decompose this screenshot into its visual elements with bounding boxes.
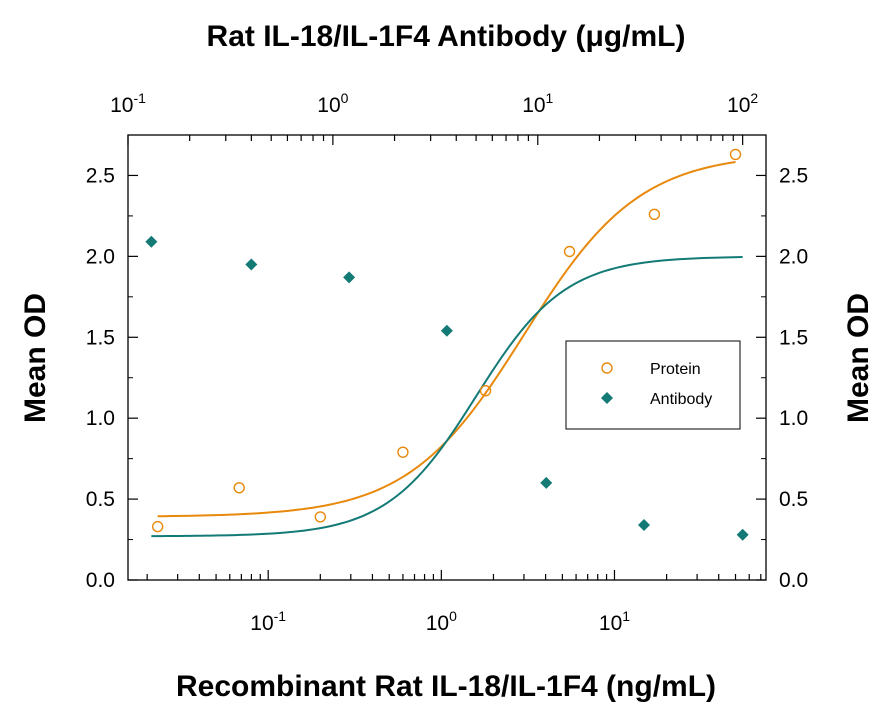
data-point-protein bbox=[479, 384, 492, 397]
y-axis-tick-label-right: 1.5 bbox=[779, 326, 808, 349]
data-point-antibody bbox=[145, 235, 158, 248]
top-axis-tick-label: 100 bbox=[317, 90, 348, 117]
legend: Protein Antibody bbox=[565, 340, 741, 430]
axes: 10-1 100 101 10-1 100 101 102 0.0 0.0 0.5 0.5 1.0 1.… bbox=[86, 90, 808, 635]
data-points bbox=[145, 148, 749, 541]
bottom-axis-tick-label: 10-1 bbox=[250, 608, 286, 635]
legend-protein-label: Protein bbox=[650, 361, 701, 378]
y-axis-tick-label-left: 0.0 bbox=[86, 569, 115, 592]
bottom-axis-tick-label: 101 bbox=[599, 608, 630, 635]
data-point-protein bbox=[729, 148, 742, 161]
y-axis-tick-label-right: 2.5 bbox=[779, 164, 808, 187]
data-point-antibody bbox=[343, 271, 356, 284]
data-point-protein bbox=[314, 511, 327, 523]
y-axis-tick-label-left: 1.5 bbox=[86, 326, 115, 349]
data-point-protein bbox=[151, 520, 164, 533]
legend-antibody-label: Antibody bbox=[650, 391, 712, 408]
x-axis-title: Recombinant Rat IL-18/IL-1F4 (ng/mL) bbox=[176, 670, 716, 703]
data-point-antibody bbox=[245, 258, 258, 271]
data-point-protein bbox=[397, 446, 409, 458]
data-point-antibody bbox=[638, 518, 651, 531]
y-axis-tick-label-right: 2.0 bbox=[779, 245, 808, 268]
y-axis-title-right: Mean OD bbox=[842, 293, 875, 423]
plot-frame bbox=[127, 134, 767, 581]
data-point-antibody bbox=[540, 476, 553, 489]
legend-box bbox=[565, 340, 741, 430]
fit-curve-antibody bbox=[151, 256, 743, 538]
data-point-antibody bbox=[736, 528, 749, 541]
y-axis-tick-label-right: 1.0 bbox=[779, 407, 808, 430]
top-axis-title: Rat IL-18/IL-1F4 Antibody (μg/mL) bbox=[207, 20, 686, 53]
y-axis-tick-label-left: 2.5 bbox=[86, 164, 115, 187]
legend-antibody-marker bbox=[601, 392, 613, 404]
y-axis-title-left: Mean OD bbox=[19, 293, 52, 423]
data-point-protein bbox=[563, 245, 576, 258]
y-axis-tick-label-left: 2.0 bbox=[86, 245, 115, 268]
fit-curves bbox=[151, 160, 743, 538]
data-point-protein bbox=[233, 482, 245, 494]
top-axis-tick-label: 102 bbox=[727, 90, 758, 117]
top-axis-tick-label: 101 bbox=[522, 90, 553, 117]
y-axis-tick-label-left: 1.0 bbox=[86, 407, 115, 430]
bottom-axis-tick-label: 100 bbox=[426, 608, 457, 635]
data-point-antibody bbox=[440, 324, 453, 337]
y-axis-tick-label-right: 0.5 bbox=[779, 488, 808, 511]
data-point-protein bbox=[648, 208, 661, 220]
y-axis-tick-label-left: 0.5 bbox=[86, 488, 115, 511]
legend-protein-marker bbox=[601, 362, 613, 374]
y-axis-tick-label-right: 0.0 bbox=[779, 569, 808, 592]
top-axis-tick-label: 10-1 bbox=[110, 90, 146, 117]
